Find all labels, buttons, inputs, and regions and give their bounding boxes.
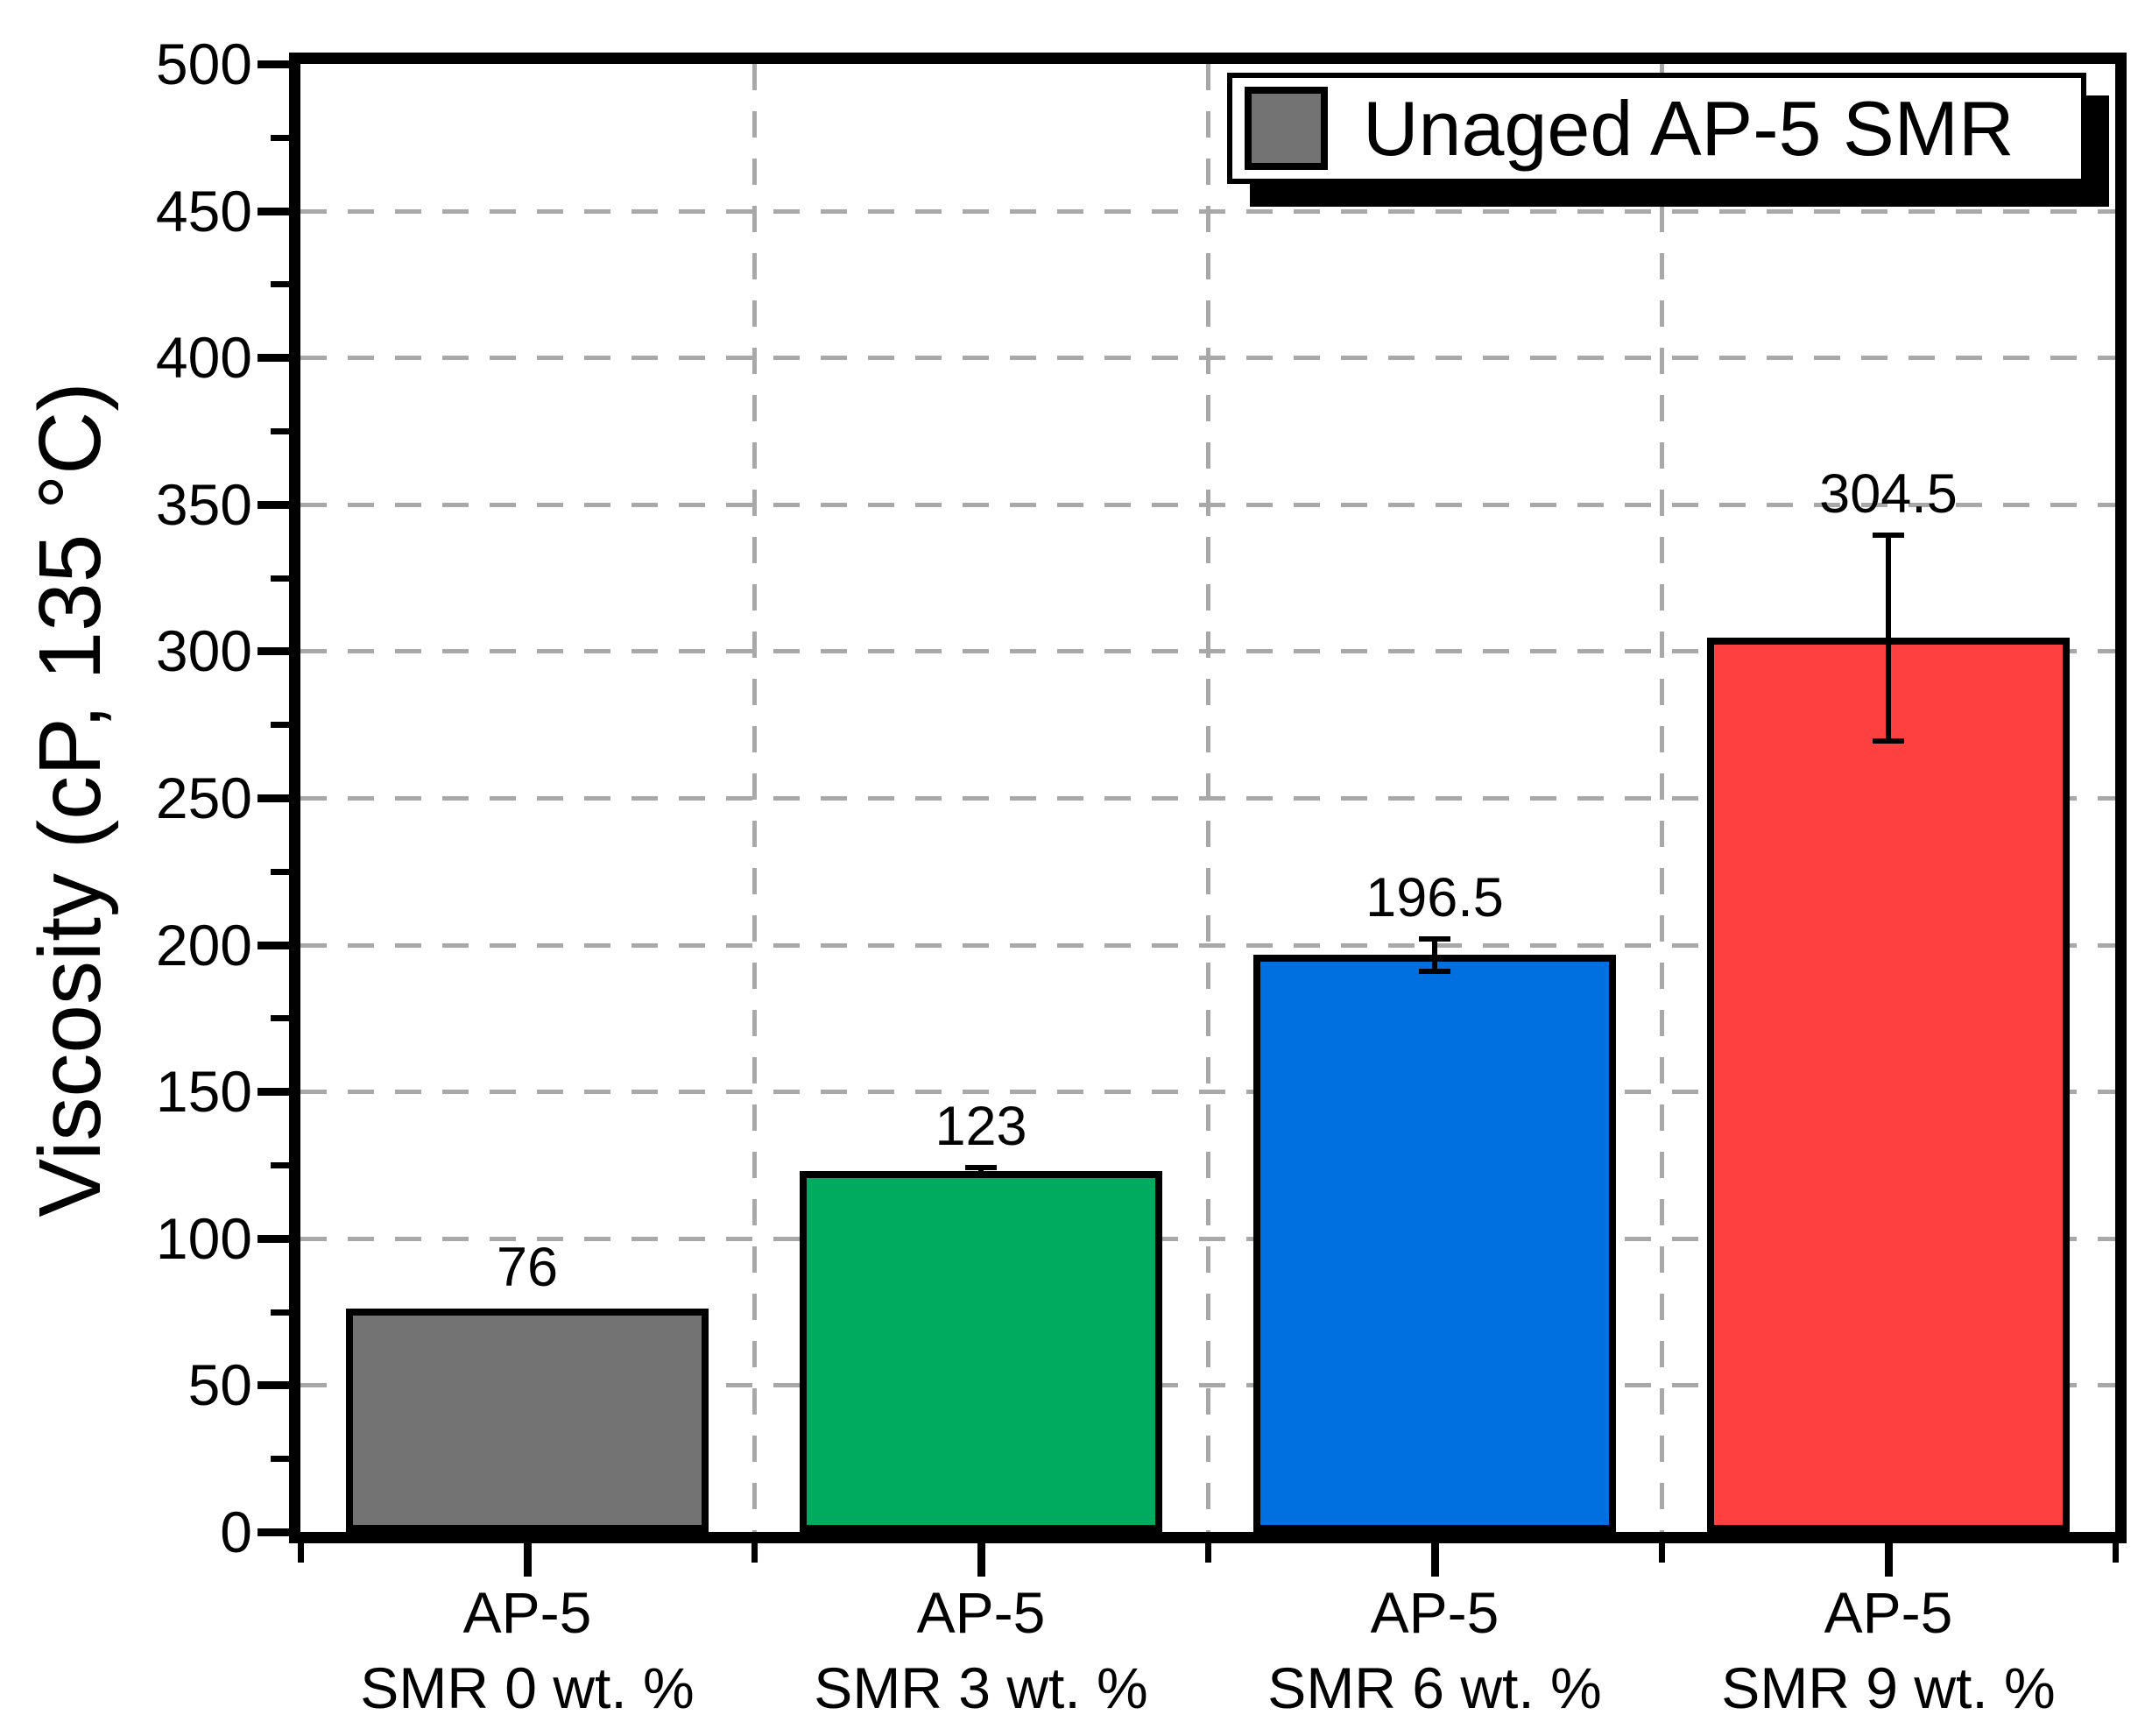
x-category-label: AP-5 SMR 9 wt. % — [1661, 1575, 2116, 1725]
y-tick-minor — [271, 135, 289, 141]
y-tick-minor — [271, 1015, 289, 1021]
x-gridline — [1660, 64, 1664, 1532]
x-tick — [1885, 1543, 1893, 1577]
y-tick-label: 50 — [187, 1352, 252, 1417]
x-category-label-line1: AP-5 — [462, 1580, 592, 1645]
x-tick-minor — [751, 1543, 758, 1563]
y-tick — [258, 1381, 289, 1389]
x-tick — [524, 1543, 532, 1577]
y-tick — [258, 1088, 289, 1096]
x-tick-minor — [1205, 1543, 1211, 1563]
x-category-label-line2: SMR 0 wt. % — [360, 1655, 695, 1720]
x-category-label: AP-5 SMR 3 wt. % — [753, 1575, 1209, 1725]
x-tick-minor — [2113, 1543, 2119, 1563]
y-tick-label: 400 — [155, 325, 252, 390]
y-tick-minor — [271, 428, 289, 434]
y-tick — [258, 501, 289, 509]
x-gridline — [1206, 64, 1210, 1532]
y-tick-label: 0 — [220, 1500, 252, 1564]
y-tick-minor — [271, 1162, 289, 1168]
plot-frame — [289, 53, 2127, 1543]
error-bar-cap-bottom — [1873, 738, 1904, 744]
y-axis-title: Viscosity (cP, 135 °C) — [21, 382, 119, 1217]
y-tick-minor — [271, 575, 289, 582]
error-bar-cap-top — [965, 1165, 997, 1170]
x-tick-minor — [1659, 1543, 1665, 1563]
x-gridline — [752, 64, 757, 1532]
bar-value-label: 123 — [935, 1096, 1027, 1157]
y-tick-label: 450 — [155, 179, 252, 243]
x-tick — [1431, 1543, 1439, 1577]
y-tick-label: 200 — [155, 913, 252, 977]
bar — [346, 1309, 709, 1532]
x-category-label-line2: SMR 3 wt. % — [814, 1655, 1148, 1720]
x-category-label-line1: AP-5 — [1824, 1580, 1953, 1645]
bar — [1253, 955, 1616, 1532]
y-tick-label: 100 — [155, 1206, 252, 1271]
y-tick — [258, 794, 289, 802]
bar-value-label: 196.5 — [1365, 867, 1504, 928]
error-bar-cap-top — [1873, 533, 1904, 538]
x-tick-minor — [298, 1543, 304, 1563]
error-bar-cap-bottom — [1419, 969, 1450, 974]
bar — [800, 1171, 1162, 1532]
y-tick — [258, 647, 289, 655]
error-bar-line — [978, 1168, 984, 1174]
x-category-label: AP-5 SMR 0 wt. % — [300, 1575, 755, 1725]
x-category-label-line2: SMR 9 wt. % — [1721, 1655, 2056, 1720]
error-bar-line — [1432, 939, 1437, 971]
y-tick-label: 500 — [155, 32, 252, 96]
error-bar-cap-bottom — [965, 1171, 997, 1176]
bar — [1707, 638, 2070, 1532]
y-tick — [258, 60, 289, 68]
x-category-label: AP-5 SMR 6 wt. % — [1207, 1575, 1662, 1725]
legend-label: Unaged AP-5 SMR — [1363, 84, 2014, 172]
y-tick — [258, 942, 289, 949]
y-tick — [258, 1528, 289, 1536]
x-category-label-line2: SMR 6 wt. % — [1267, 1655, 1602, 1720]
x-tick — [977, 1543, 985, 1577]
x-category-label-line1: AP-5 — [1370, 1580, 1499, 1645]
legend: Unaged AP-5 SMR — [1227, 73, 2086, 184]
bar-value-label: 76 — [496, 1237, 559, 1298]
y-tick-minor — [271, 869, 289, 875]
y-tick-minor — [271, 1309, 289, 1316]
x-category-label-line1: AP-5 — [916, 1580, 1046, 1645]
y-tick-label: 250 — [155, 766, 252, 830]
error-bar-line — [1886, 535, 1891, 741]
y-tick — [258, 354, 289, 362]
y-tick — [258, 208, 289, 215]
y-tick-minor — [271, 1456, 289, 1462]
y-tick-minor — [271, 281, 289, 287]
y-tick — [258, 1235, 289, 1243]
y-tick-minor — [271, 722, 289, 728]
legend-swatch — [1245, 87, 1328, 170]
bar-value-label: 304.5 — [1819, 463, 1958, 525]
y-tick-label: 300 — [155, 618, 252, 683]
y-tick-label: 150 — [155, 1059, 252, 1124]
error-bar-cap-top — [1419, 936, 1450, 942]
y-tick-label: 350 — [155, 472, 252, 537]
